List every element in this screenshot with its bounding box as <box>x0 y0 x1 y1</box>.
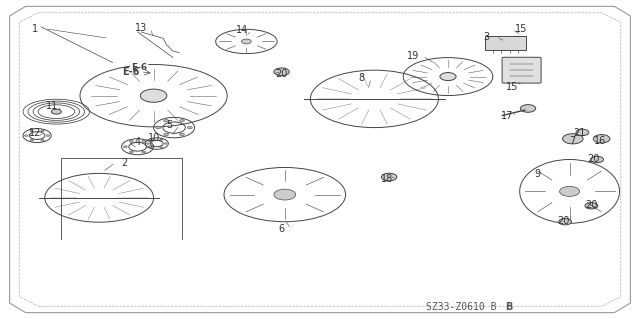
Text: 17: 17 <box>501 111 514 122</box>
Circle shape <box>563 134 583 144</box>
Circle shape <box>142 151 146 153</box>
Text: 7: 7 <box>570 136 576 146</box>
Circle shape <box>30 130 33 132</box>
Circle shape <box>51 109 61 114</box>
Text: 14: 14 <box>236 25 248 35</box>
Text: 15: 15 <box>515 24 528 34</box>
Text: E-6: E-6 <box>131 63 147 72</box>
Circle shape <box>179 133 184 136</box>
Circle shape <box>188 126 192 129</box>
Circle shape <box>41 139 44 141</box>
Circle shape <box>30 139 33 141</box>
Circle shape <box>274 68 289 76</box>
Text: 8: 8 <box>358 73 365 83</box>
Circle shape <box>151 139 154 140</box>
Text: SZ33-Z0610 B: SZ33-Z0610 B <box>426 302 496 312</box>
Circle shape <box>147 143 149 144</box>
Circle shape <box>381 173 397 181</box>
Text: 20: 20 <box>588 153 600 164</box>
Text: 21: 21 <box>573 128 586 138</box>
Text: 20: 20 <box>275 69 288 79</box>
Circle shape <box>160 139 163 140</box>
Circle shape <box>576 129 589 136</box>
Text: 1: 1 <box>32 24 38 34</box>
Circle shape <box>164 133 169 136</box>
Circle shape <box>585 203 598 209</box>
Text: 5: 5 <box>166 120 173 130</box>
Circle shape <box>241 39 252 44</box>
Text: 4: 4 <box>134 137 141 147</box>
Text: 11: 11 <box>46 101 59 111</box>
Circle shape <box>164 143 167 144</box>
Text: 16: 16 <box>593 136 606 146</box>
Text: 9: 9 <box>534 169 541 179</box>
FancyBboxPatch shape <box>502 57 541 83</box>
Circle shape <box>164 120 169 122</box>
Text: 18: 18 <box>381 174 394 184</box>
Circle shape <box>142 140 146 142</box>
Circle shape <box>179 120 184 122</box>
Text: 3: 3 <box>483 32 490 42</box>
Circle shape <box>156 126 161 129</box>
Text: 20: 20 <box>557 216 570 226</box>
Circle shape <box>129 140 133 142</box>
Circle shape <box>160 147 163 148</box>
Text: 15: 15 <box>506 82 518 92</box>
Bar <box>485 36 527 50</box>
Text: 12: 12 <box>29 128 42 138</box>
Circle shape <box>440 72 456 81</box>
Circle shape <box>129 151 133 153</box>
Circle shape <box>140 89 167 102</box>
Text: 20: 20 <box>585 200 598 210</box>
Circle shape <box>559 219 572 225</box>
Circle shape <box>24 135 28 137</box>
Circle shape <box>151 147 154 148</box>
Circle shape <box>593 135 610 143</box>
Text: 6: 6 <box>278 224 285 234</box>
Text: E-6: E-6 <box>122 67 140 77</box>
Circle shape <box>41 130 44 132</box>
Circle shape <box>591 156 604 163</box>
Circle shape <box>559 186 580 197</box>
Text: 2: 2 <box>122 158 128 168</box>
Text: 19: 19 <box>406 51 419 61</box>
Circle shape <box>520 105 536 112</box>
Circle shape <box>124 146 127 148</box>
Circle shape <box>148 146 152 148</box>
Text: 10: 10 <box>147 133 160 143</box>
Circle shape <box>46 135 50 137</box>
Circle shape <box>274 189 296 200</box>
Text: 13: 13 <box>134 23 147 33</box>
Text: B: B <box>506 302 513 312</box>
